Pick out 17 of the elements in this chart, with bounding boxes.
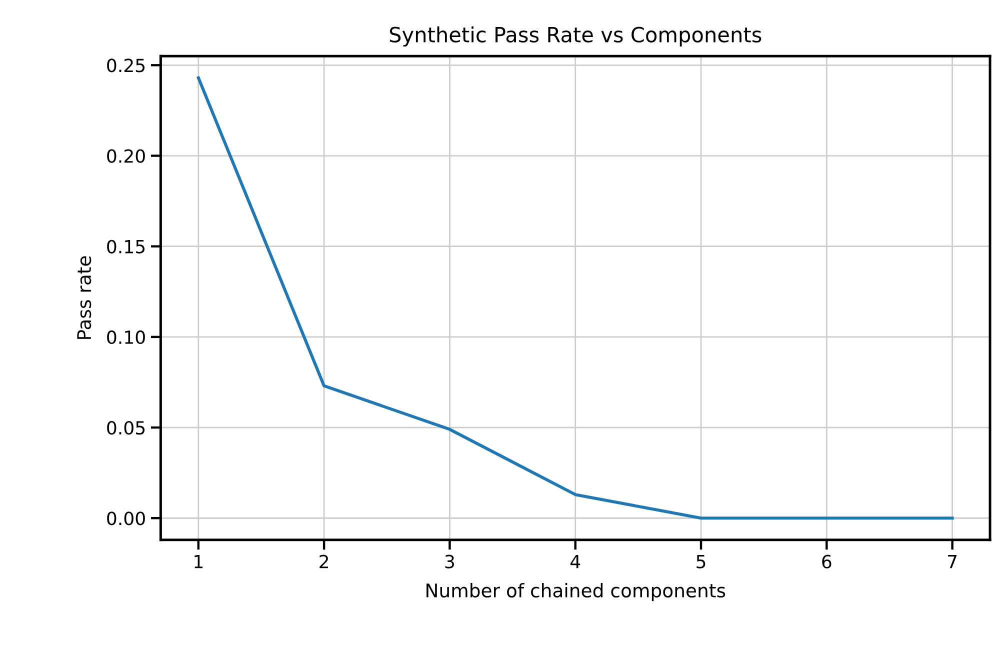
y-axis-title: Pass rate <box>77 256 92 339</box>
x-tick-label: 5 <box>696 555 706 568</box>
y-tick-label: 0.10 <box>107 330 145 344</box>
y-tick-label: 0.15 <box>107 240 145 254</box>
x-tick-label: 1 <box>194 555 202 568</box>
y-tick-label: 0.00 <box>107 512 145 526</box>
x-tick-label: 2 <box>320 554 328 568</box>
chart-title: Synthetic Pass Rate vs Components <box>390 26 762 47</box>
y-tick-label: 0.25 <box>107 58 145 72</box>
x-tick-label: 4 <box>570 555 580 568</box>
x-tick-label: 6 <box>822 554 832 568</box>
x-axis-title: Number of chained components <box>426 583 726 602</box>
y-tick-label: 0.05 <box>107 420 145 435</box>
x-tick-label: 7 <box>948 555 957 568</box>
line-series <box>196 76 954 520</box>
y-tick-label: 0.20 <box>107 149 145 163</box>
x-tick-label: 3 <box>445 554 454 568</box>
